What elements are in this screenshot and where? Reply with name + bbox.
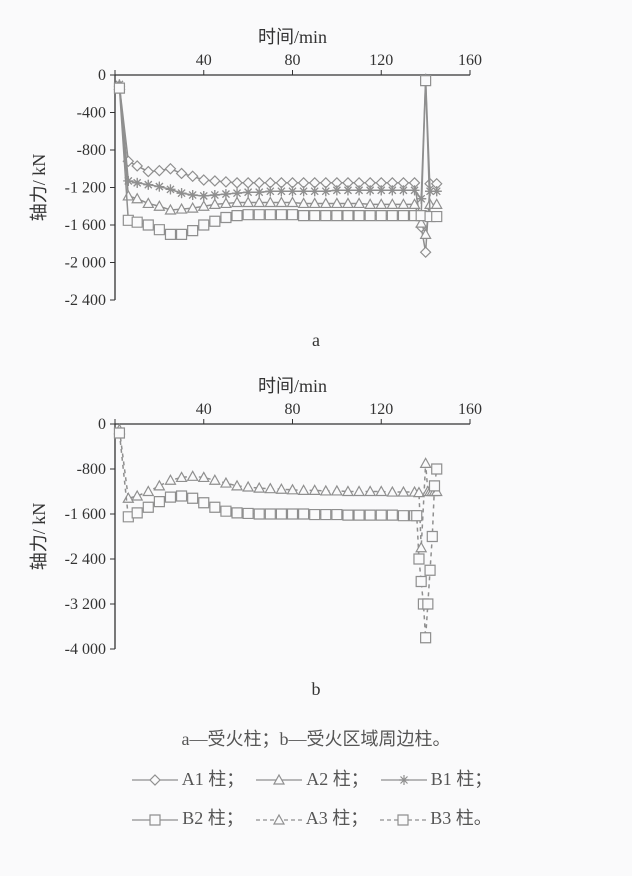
svg-text:时间/min: 时间/min (258, 376, 327, 396)
svg-text:-800: -800 (77, 142, 106, 159)
legend-block: a—受火柱；b—受火区域周边柱。 A1 柱； A2 柱； B1 柱； B2 柱； A3… (20, 720, 612, 839)
svg-text:0: 0 (98, 67, 106, 84)
legend-line-3: B2 柱； A3 柱； B3 柱。 (20, 799, 612, 839)
svg-text:40: 40 (196, 52, 212, 69)
svg-text:80: 80 (285, 52, 301, 69)
legend-item-label: A2 柱； (306, 769, 369, 789)
svg-text:-3 200: -3 200 (65, 596, 106, 613)
svg-text:120: 120 (369, 52, 393, 69)
legend-line-1: a—受火柱；b—受火区域周边柱。 (20, 720, 612, 760)
legend-item: B1 柱； (379, 760, 503, 800)
legend-item: B2 柱； (130, 799, 254, 839)
legend-line-2: A1 柱； A2 柱； B1 柱； (20, 760, 612, 800)
chart-b-container: 40 80 120 160 时间/min -4 000 -3 200 -2 400 -1 600… (20, 369, 612, 669)
legend-item: B3 柱。 (378, 799, 502, 839)
svg-text:40: 40 (196, 401, 212, 418)
svg-text:-1 600: -1 600 (65, 217, 106, 234)
svg-text:160: 160 (458, 401, 482, 418)
chart-a-container: 40 80 120 160 时间/min -2 400 -2 000 -1 600 -1 200… (20, 20, 612, 320)
svg-text:轴力/ kN: 轴力/ kN (29, 154, 49, 222)
svg-text:-2 400: -2 400 (65, 292, 106, 309)
svg-text:120: 120 (369, 401, 393, 418)
chart-b-caption: b (20, 679, 612, 700)
svg-text:-2 000: -2 000 (65, 255, 106, 272)
legend-item: A2 柱； (254, 760, 379, 800)
svg-text:80: 80 (285, 401, 301, 418)
legend-item-label: A3 柱； (306, 808, 369, 828)
svg-text:160: 160 (458, 52, 482, 69)
chart-b-svg: 40 80 120 160 时间/min -4 000 -3 200 -2 400 -1 600… (20, 369, 490, 669)
svg-text:0: 0 (98, 416, 106, 433)
svg-text:-1 600: -1 600 (65, 506, 106, 523)
chart-a-caption: a (20, 330, 612, 351)
svg-text:时间/min: 时间/min (258, 27, 327, 47)
svg-text:轴力/ kN: 轴力/ kN (29, 503, 49, 571)
svg-text:-2 400: -2 400 (65, 551, 106, 568)
svg-text:-400: -400 (77, 105, 106, 122)
svg-text:-800: -800 (77, 461, 106, 478)
legend-item-label: B2 柱； (182, 808, 244, 828)
chart-a-svg: 40 80 120 160 时间/min -2 400 -2 000 -1 600 -1 200… (20, 20, 490, 320)
svg-text:-4 000: -4 000 (65, 641, 106, 658)
legend-item: A1 柱； (130, 760, 255, 800)
legend-item-label: A1 柱； (182, 769, 245, 789)
legend-item: A3 柱； (254, 799, 379, 839)
svg-text:-1 200: -1 200 (65, 180, 106, 197)
legend-item-label: B3 柱。 (430, 808, 492, 828)
legend-item-label: B1 柱； (431, 769, 493, 789)
